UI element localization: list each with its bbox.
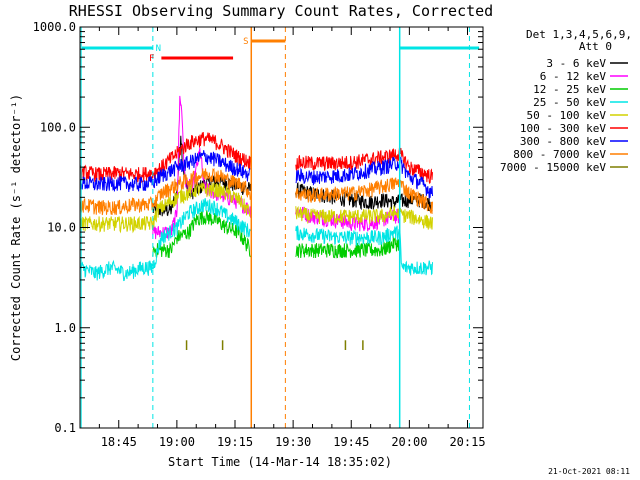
y-tick-label-3: 100.0	[40, 120, 76, 134]
annotation-f: F	[149, 54, 154, 64]
legend-header-line-1: Det 1,3,4,5,6,9,	[526, 28, 632, 41]
chart-title: RHESSI Observing Summary Count Rates, Co…	[69, 2, 493, 20]
series-4-segment-0	[79, 182, 251, 234]
x-tick-label-6: 20:15	[449, 435, 485, 449]
series-2-segment-0	[152, 210, 251, 259]
x-axis-label: Start Time (14-Mar-14 18:35:02)	[168, 455, 392, 469]
legend-label-4: 50 - 100 keV	[527, 109, 607, 122]
legend-label-8: 7000 - 15000 keV	[500, 161, 606, 174]
series-7-segment-0	[79, 167, 251, 216]
series-4-segment-1	[295, 204, 433, 230]
series-3-segment-1	[295, 225, 433, 276]
series-5-segment-0	[79, 131, 251, 184]
legend-label-2: 12 - 25 keV	[533, 83, 606, 96]
series-3-segment-0	[79, 197, 251, 282]
x-tick-label-5: 20:00	[391, 435, 427, 449]
legend-label-1: 6 - 12 keV	[540, 70, 607, 83]
x-tick-label-3: 19:30	[275, 435, 311, 449]
y-axis-label: Corrected Count Rate (s⁻¹ detector⁻¹)	[9, 94, 23, 361]
y-tick-label-1: 1.0	[54, 321, 76, 335]
x-tick-label-4: 19:45	[333, 435, 369, 449]
annotation-s: S	[243, 37, 248, 47]
legend-label-0: 3 - 6 keV	[546, 57, 606, 70]
y-tick-label-4: 1000.0	[33, 20, 76, 34]
x-tick-label-0: 18:45	[101, 435, 137, 449]
legend-header-line-2: Att 0	[579, 40, 612, 53]
footer-timestamp: 21-Oct-2021 08:11	[548, 467, 630, 476]
legend-label-5: 100 - 300 keV	[520, 122, 606, 135]
series-5-segment-1	[295, 146, 433, 185]
annotation-n: N	[156, 44, 161, 54]
series-6-segment-0	[79, 150, 251, 193]
axis-layer: 18:45 19:00 19:15 19:30 19:45 20:00 20:15 0.1 1.…	[9, 20, 486, 449]
legend-label-6: 300 - 800 keV	[520, 135, 606, 148]
legend-label-3: 25 - 50 keV	[533, 96, 606, 109]
legend-label-7: 800 - 7000 keV	[513, 148, 606, 161]
series-2-segment-1	[295, 236, 400, 259]
series-6-segment-1	[295, 156, 433, 199]
x-tick-label-2: 19:15	[217, 435, 253, 449]
series-7-segment-1	[295, 177, 433, 215]
y-tick-label-0: 0.1	[54, 421, 76, 435]
plot-layer: NF S	[79, 27, 480, 428]
x-tick-label-1: 19:00	[159, 435, 195, 449]
y-tick-label-2: 10.0	[47, 221, 76, 235]
